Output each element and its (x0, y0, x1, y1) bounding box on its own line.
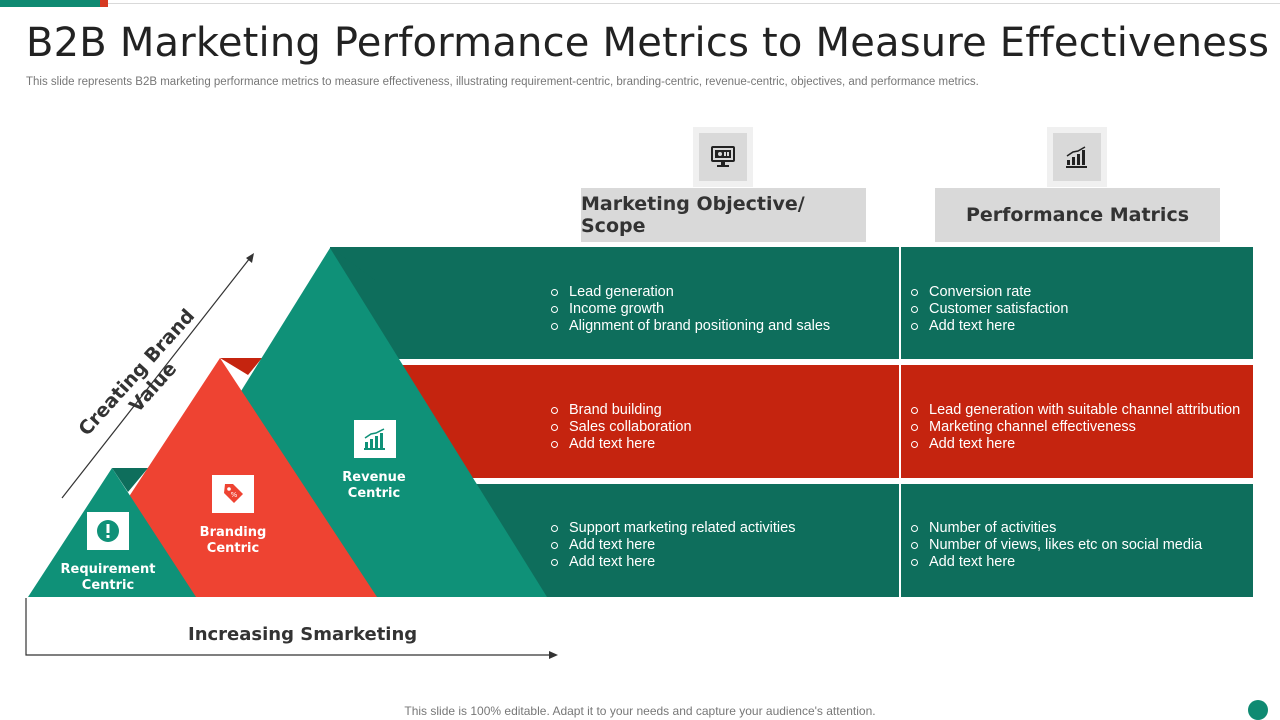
list-item: Number of activities (911, 520, 1251, 537)
branding-objectives-cell: Brand building Sales collaboration Add t… (551, 402, 891, 453)
requirement-icon-box (87, 512, 129, 550)
branding-metrics-cell: Lead generation with suitable channel at… (911, 402, 1251, 453)
list-item: Conversion rate (911, 284, 1251, 301)
top-divider-line (108, 3, 1280, 4)
bar-chart-icon (1066, 146, 1087, 168)
slide-subtitle: This slide represents B2B marketing perf… (26, 76, 979, 88)
column-divider (899, 484, 901, 597)
revenue-icon-box (354, 420, 396, 458)
list-item: Number of views, likes etc on social med… (911, 537, 1251, 554)
list-item: Marketing channel effectiveness (911, 419, 1251, 436)
revenue-metrics-cell: Conversion rate Customer satisfaction Ad… (911, 284, 1251, 335)
bullet-list: Lead generation with suitable channel at… (911, 402, 1251, 453)
row-band-revenue (330, 247, 1253, 359)
growth-chart-icon (364, 428, 385, 450)
revenue-centric-label: Revenue Centric (324, 470, 424, 502)
y-axis-arrow-head (246, 253, 254, 263)
list-item: Add text here (551, 436, 891, 453)
list-item: Lead generation (551, 284, 891, 301)
revenue-tab-shape (330, 247, 408, 280)
list-item: Add text here (551, 554, 891, 571)
list-item: Alignment of brand positioning and sales (551, 318, 891, 335)
requirement-objectives-cell: Support marketing related activities Add… (551, 520, 891, 571)
price-tag-icon: % (224, 484, 243, 503)
list-item: Income growth (551, 301, 891, 318)
branding-tab-shape (220, 358, 262, 375)
x-axis-arrow-head (549, 651, 558, 659)
revenue-label-line2: Centric (347, 486, 401, 501)
top-accent-bar (0, 0, 108, 7)
y-axis-arrow (61, 257, 251, 499)
requirement-metrics-cell: Number of activities Number of views, li… (911, 520, 1251, 571)
corner-dot (1248, 700, 1268, 720)
branding-centric-label: Branding Centric (183, 525, 283, 557)
branding-icon-box: % (212, 475, 254, 513)
branding-label-line2: Centric (206, 541, 260, 556)
list-item: Add text here (551, 537, 891, 554)
bullet-list: Support marketing related activities Add… (551, 520, 891, 571)
list-item: Lead generation with suitable channel at… (911, 402, 1251, 419)
branding-label-line1: Branding (199, 525, 267, 540)
list-item: Add text here (911, 318, 1251, 335)
requirement-tab-shape (112, 468, 148, 492)
column-header-objective: Marketing Objective/ Scope (581, 188, 866, 242)
bullet-list: Brand building Sales collaboration Add t… (551, 402, 891, 453)
bullet-list: Number of activities Number of views, li… (911, 520, 1251, 571)
slide-title: B2B Marketing Performance Metrics to Mea… (26, 20, 1270, 66)
column-divider (899, 365, 901, 478)
requirement-label-line2: Centric (81, 578, 135, 593)
revenue-objectives-cell: Lead generation Income growth Alignment … (551, 284, 891, 335)
list-item: Add text here (911, 554, 1251, 571)
list-item: Brand building (551, 402, 891, 419)
column-divider (899, 247, 901, 359)
revenue-label-line1: Revenue (342, 470, 406, 485)
list-item: Sales collaboration (551, 419, 891, 436)
monitor-icon (711, 146, 735, 167)
top-accent-bar-red (100, 0, 108, 7)
column-header-metrics: Performance Matrics (935, 188, 1220, 242)
objective-icon-box (693, 127, 753, 187)
bullet-list: Lead generation Income growth Alignment … (551, 284, 891, 335)
requirement-label-line1: Requirement (60, 562, 156, 577)
x-axis-arrow (25, 598, 551, 656)
slide-footer: This slide is 100% editable. Adapt it to… (404, 704, 876, 718)
row-band-branding (330, 365, 1253, 478)
list-item: Support marketing related activities (551, 520, 891, 537)
metrics-icon-box (1047, 127, 1107, 187)
bullet-list: Conversion rate Customer satisfaction Ad… (911, 284, 1251, 335)
x-axis-label: Increasing Smarketing (188, 624, 418, 645)
list-item: Customer satisfaction (911, 301, 1251, 318)
list-item: Add text here (911, 436, 1251, 453)
exclamation-icon (97, 520, 119, 542)
requirement-centric-label: Requirement Centric (48, 562, 168, 594)
svg-text:%: % (231, 491, 238, 499)
